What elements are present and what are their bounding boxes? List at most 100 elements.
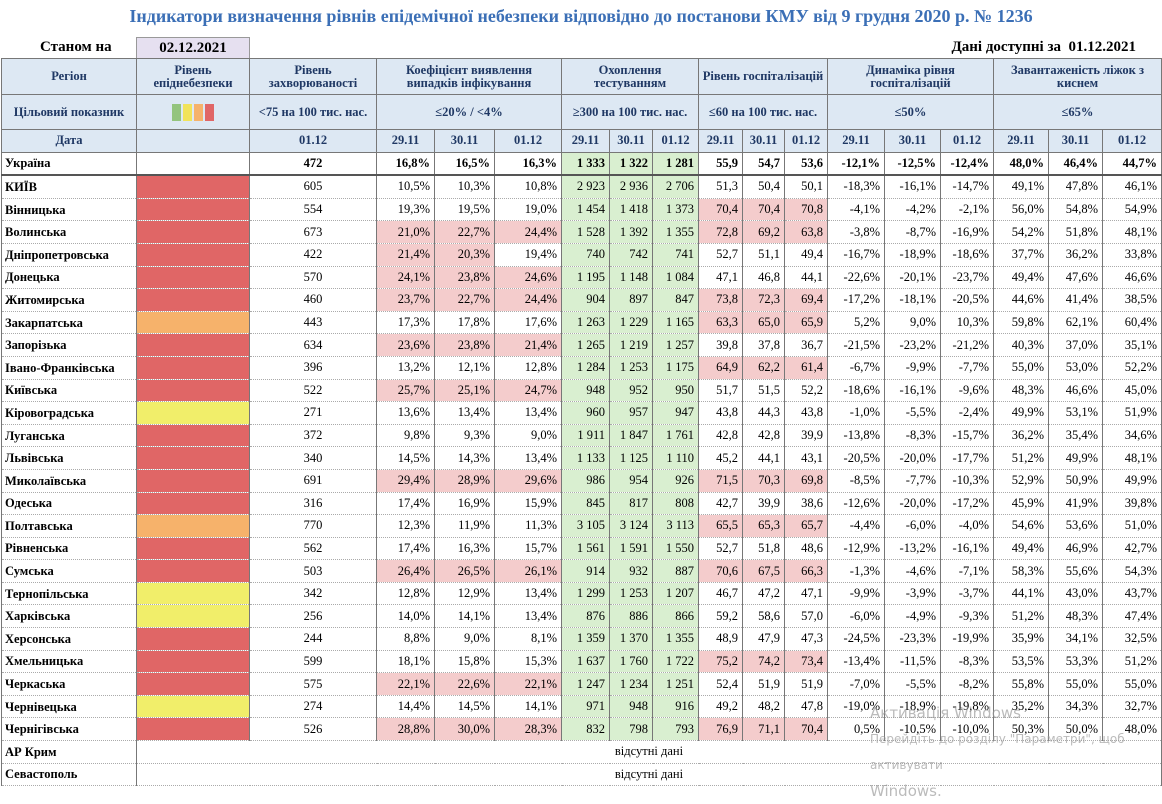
group-header: Завантаженість ліжок з киснем	[993, 58, 1162, 95]
value: 55,8%	[993, 672, 1049, 696]
value: -13,4%	[827, 650, 885, 674]
region: Полтавська	[1, 514, 137, 538]
value: 33,8%	[1102, 243, 1162, 267]
value: -4,6%	[884, 559, 941, 583]
level-cell	[136, 559, 250, 583]
value: -16,7%	[827, 243, 885, 267]
level-cell	[136, 604, 250, 629]
value: 2 706	[652, 175, 699, 199]
value: 65,0	[742, 311, 785, 335]
value: -8,7%	[884, 220, 941, 244]
value: -21,2%	[940, 333, 994, 357]
value: 25,7%	[376, 379, 435, 403]
value: 1 110	[652, 446, 699, 470]
value: 21,4%	[376, 243, 435, 267]
value: 52,2%	[1102, 356, 1162, 380]
value: 13,4%	[434, 401, 495, 425]
value: 65,3	[742, 514, 785, 538]
value: 67,5	[742, 559, 785, 583]
value: 47,8%	[1048, 175, 1103, 199]
region: Чернівецька	[1, 695, 137, 719]
value: 1 359	[561, 627, 610, 651]
value: 39,8%	[1102, 492, 1162, 516]
value: 24,7%	[494, 379, 562, 403]
value: 960	[561, 401, 610, 425]
region-row: Одеська 316 17,4% 16,9% 15,9% 845 817 808 42,7 39…	[1, 492, 1162, 516]
value: 41,4%	[1048, 288, 1103, 312]
value: -8,5%	[827, 469, 885, 493]
value: 605	[249, 175, 377, 199]
value: 1 333	[561, 152, 610, 177]
value: 562	[249, 537, 377, 561]
value: 19,5%	[434, 198, 495, 222]
value: -21,5%	[827, 333, 885, 357]
value: 65,5	[698, 514, 743, 538]
value: -12,5%	[884, 152, 941, 177]
value: 57,0	[784, 604, 828, 629]
region: Черкаська	[1, 672, 137, 696]
available-date: 01.12.2021	[1068, 39, 1137, 55]
date: 30.11	[434, 129, 495, 153]
value: 70,4	[742, 198, 785, 222]
value: 832	[561, 717, 610, 742]
title: Індикатори визначення рівнів епідемічної…	[129, 6, 1033, 26]
value: -9,6%	[940, 379, 994, 403]
value: 926	[652, 469, 699, 493]
value: -12,1%	[827, 152, 885, 177]
legend-swatch	[205, 103, 214, 121]
value: 47,1	[698, 266, 743, 290]
value: 1 207	[652, 582, 699, 606]
value: -20,0%	[884, 492, 941, 516]
value: -20,1%	[884, 266, 941, 290]
group-header: Охоплення тестуванням	[561, 58, 699, 95]
value: 70,6	[698, 559, 743, 583]
value: 271	[249, 401, 377, 425]
level-cell	[136, 266, 250, 290]
value: 69,4	[784, 288, 828, 312]
value: 1 561	[561, 537, 610, 561]
value: 634	[249, 333, 377, 357]
value: 1 175	[652, 356, 699, 380]
value: 472	[249, 152, 377, 177]
value: 12,9%	[434, 582, 495, 606]
value: 741	[652, 243, 699, 267]
value: 18,1%	[376, 650, 435, 674]
value: 16,3%	[434, 537, 495, 561]
value: 58,3%	[993, 559, 1049, 583]
value: 46,7	[698, 582, 743, 606]
value: -18,9%	[884, 243, 941, 267]
value: 48,1%	[1102, 446, 1162, 470]
value: 64,9	[698, 356, 743, 380]
date: 01.12	[784, 129, 828, 153]
target: <75 на 100 тис. нас.	[249, 94, 377, 130]
value: 950	[652, 379, 699, 403]
level-cell	[136, 424, 250, 448]
region: Житомирська	[1, 288, 137, 312]
value: 340	[249, 446, 377, 470]
value: 47,9	[742, 627, 785, 651]
value: 19,0%	[494, 198, 562, 222]
value: 30,0%	[434, 717, 495, 742]
target: ≤50%	[827, 94, 994, 130]
value: 35,2%	[993, 695, 1049, 719]
value: -10,3%	[940, 469, 994, 493]
value: 808	[652, 492, 699, 516]
region: Севастополь	[1, 763, 137, 787]
value: 1 528	[561, 220, 610, 244]
group-header: Коефіцієнт виявлення випадків інфікуванн…	[376, 58, 562, 95]
value: 35,4%	[1048, 424, 1103, 448]
value: -7,7%	[940, 356, 994, 380]
value: 798	[609, 717, 653, 742]
value: -6,7%	[827, 356, 885, 380]
value: 914	[561, 559, 610, 583]
value: 22,1%	[376, 672, 435, 696]
value: -17,2%	[940, 492, 994, 516]
value: 14,1%	[434, 604, 495, 629]
value: 48,9	[698, 627, 743, 651]
value: 38,5%	[1102, 288, 1162, 312]
value: 45,2	[698, 446, 743, 470]
value: 24,4%	[494, 220, 562, 244]
value: 35,1%	[1102, 333, 1162, 357]
value: 74,2	[742, 650, 785, 674]
value: 52,7	[698, 537, 743, 561]
